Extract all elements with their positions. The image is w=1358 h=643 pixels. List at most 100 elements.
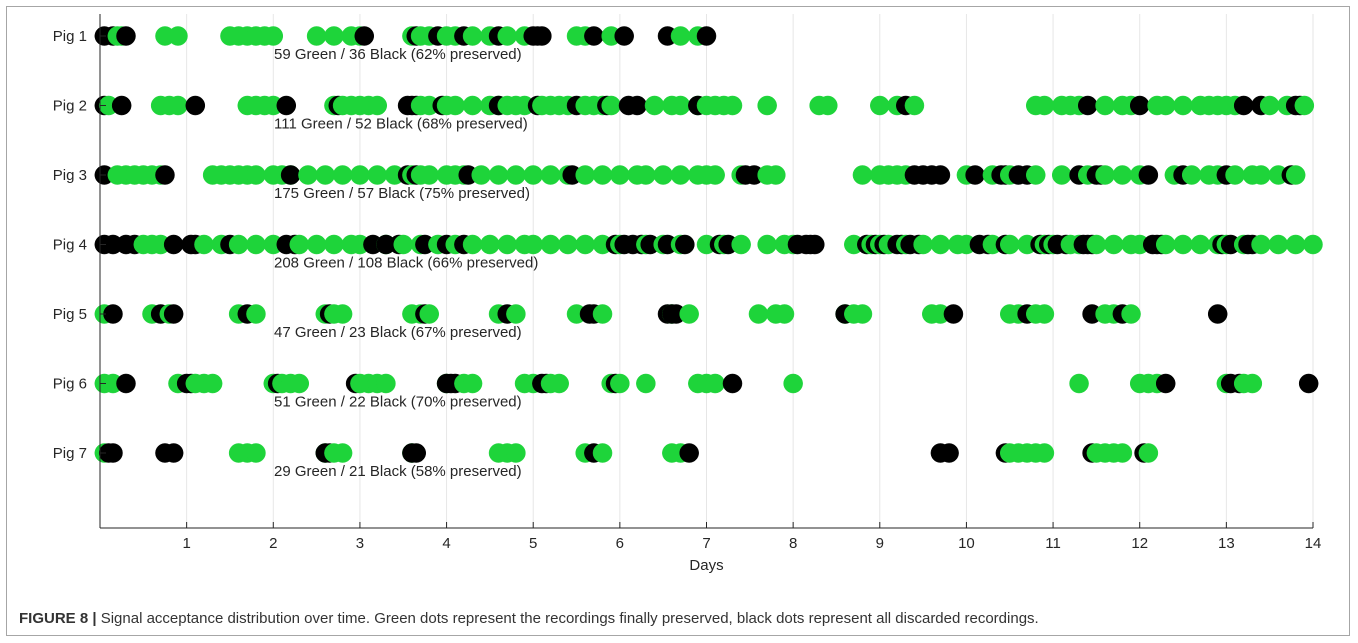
preserved-dot (592, 443, 613, 463)
discarded-dot (185, 95, 206, 116)
row-summary-label: 208 Green / 108 Black (66% preserved) (274, 255, 538, 272)
preserved-dot (228, 234, 249, 255)
discarded-dot (1155, 373, 1176, 394)
preserved-dot (246, 234, 266, 255)
preserved-dot (1173, 234, 1193, 255)
x-tick-label: 12 (1131, 535, 1148, 552)
preserved-dot (523, 165, 543, 185)
preserved-dot (1285, 165, 1306, 185)
label-layer: 59 Green / 36 Black (62% preserved) 111 G… (274, 46, 538, 480)
preserved-dot (818, 95, 838, 116)
preserved-dot (462, 234, 483, 255)
preserved-dot (852, 165, 873, 185)
preserved-dot (350, 165, 370, 185)
discarded-dot (679, 443, 699, 463)
figure-panel: 1 2 3 4 5 6 7 8 9 10 11 12 13 14 Days Pig 1 Pig 2 Pig 3 Pi… (53, 14, 1323, 574)
preserved-dot (670, 26, 691, 46)
preserved-dot (930, 234, 951, 255)
y-tick-label: Pig 2 (53, 98, 87, 115)
discarded-dot (1233, 95, 1254, 116)
y-tick-label: Pig 6 (53, 376, 87, 393)
preserved-dot (549, 373, 569, 394)
preserved-dot (731, 234, 751, 255)
preserved-dot (540, 165, 561, 185)
preserved-dot (298, 165, 318, 185)
x-tick-label: 7 (702, 535, 710, 552)
discarded-dot (675, 234, 695, 255)
x-tick-label: 1 (182, 535, 190, 552)
preserved-dot (1095, 95, 1115, 116)
discarded-dot (163, 304, 184, 324)
preserved-dot (1034, 443, 1055, 463)
preserved-dot (246, 443, 266, 463)
preserved-dot (1181, 165, 1202, 185)
preserved-dot (263, 26, 284, 46)
preserved-dot (852, 304, 873, 324)
preserved-dot (497, 234, 517, 255)
preserved-dot (332, 304, 353, 324)
x-tick-label: 2 (269, 535, 277, 552)
discarded-dot (1298, 373, 1319, 394)
preserved-dot (480, 234, 500, 255)
figure-frame-left (6, 6, 7, 600)
preserved-dot (1294, 95, 1315, 116)
x-tick-label: 10 (958, 535, 975, 552)
preserved-dot (644, 95, 665, 116)
preserved-dot (610, 373, 630, 394)
row-summary-label: 51 Green / 22 Black (70% preserved) (274, 394, 522, 411)
preserved-dot (722, 95, 743, 116)
preserved-dot (194, 234, 214, 255)
dots-layer (94, 26, 1323, 463)
preserved-dot (575, 165, 595, 185)
preserved-dot (1285, 234, 1306, 255)
discarded-dot (155, 165, 175, 185)
preserved-dot (462, 26, 483, 46)
row-summary-label: 29 Green / 21 Black (58% preserved) (274, 463, 522, 480)
discarded-dot (276, 95, 297, 116)
preserved-dot (757, 95, 777, 116)
x-tick-label: 8 (789, 535, 797, 552)
x-tick-label: 3 (356, 535, 364, 552)
preserved-dot (1112, 165, 1133, 185)
discarded-dot (614, 26, 634, 46)
discarded-dot (1077, 95, 1098, 116)
row-summary-label: 111 Green / 52 Black (68% preserved) (274, 116, 528, 133)
preserved-dot (306, 26, 327, 46)
preserved-dot (289, 234, 310, 255)
preserved-dot (1034, 95, 1055, 116)
preserved-dot (168, 95, 188, 116)
discarded-dot (584, 26, 604, 46)
preserved-dot (246, 304, 266, 324)
preserved-dot (324, 26, 344, 46)
preserved-dot (419, 304, 439, 324)
discarded-dot (163, 234, 184, 255)
x-tick-label: 6 (616, 535, 624, 552)
preserved-dot (202, 373, 223, 394)
preserved-dot (315, 165, 336, 185)
x-tick-label: 9 (876, 535, 884, 552)
preserved-dot (679, 304, 699, 324)
discarded-dot (943, 304, 964, 324)
y-tick-label: Pig 3 (53, 167, 87, 184)
figure-frame-right (1349, 6, 1350, 600)
preserved-dot (488, 165, 509, 185)
x-tick-label: 4 (442, 535, 450, 552)
figure-frame-top (6, 6, 1350, 7)
preserved-dot (558, 234, 578, 255)
preserved-dot (471, 165, 491, 185)
caption-label: FIGURE 8 | (19, 610, 97, 627)
discarded-dot (163, 443, 184, 463)
preserved-dot (1138, 443, 1159, 463)
preserved-dot (1069, 373, 1089, 394)
discarded-dot (280, 165, 301, 185)
preserved-dot (1225, 165, 1245, 185)
caption-box: FIGURE 8 | Signal acceptance distributio… (6, 600, 1350, 636)
preserved-dot (1103, 234, 1124, 255)
preserved-dot (1025, 165, 1046, 185)
preserved-dot (670, 165, 691, 185)
y-tick-label: Pig 4 (53, 237, 87, 254)
preserved-dot (1034, 304, 1055, 324)
preserved-dot (1303, 234, 1323, 255)
